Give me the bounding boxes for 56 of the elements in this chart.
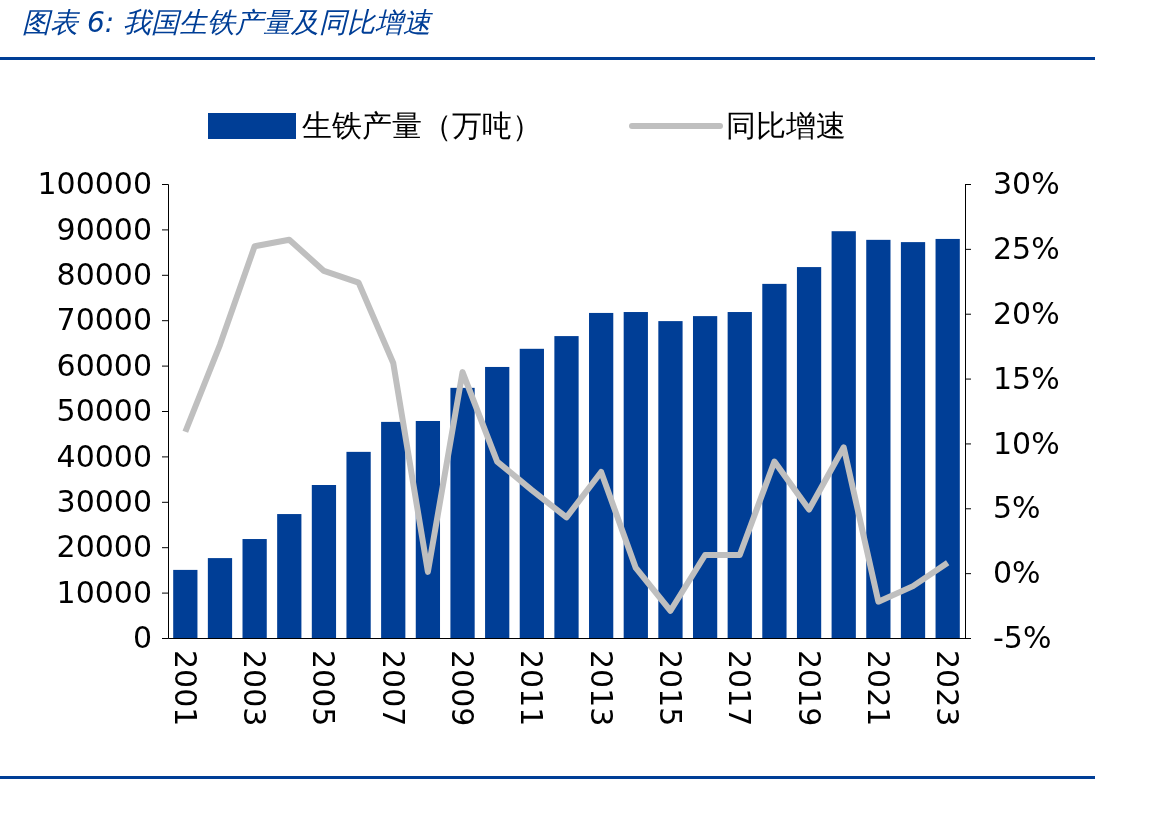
- y-tick-label: 70000: [56, 302, 152, 338]
- y-tick-label: 20000: [56, 529, 152, 565]
- x-tick-label: 2001: [167, 650, 203, 727]
- legend-label: 同比增速: [726, 108, 846, 143]
- bar: [866, 239, 891, 638]
- chart-title: 图表 6: 我国生铁产量及同比增速: [22, 6, 434, 39]
- x-tick-label: 2019: [791, 650, 827, 727]
- legend-label: 生铁产量（万吨）: [302, 108, 542, 143]
- bar: [935, 238, 960, 638]
- y-tick-label: 90000: [56, 211, 152, 247]
- x-tick-label: 2007: [375, 650, 411, 727]
- bar: [207, 558, 233, 638]
- y2-tick-label: 15%: [993, 360, 1060, 396]
- bar: [485, 366, 510, 638]
- x-tick-label: 2021: [860, 650, 896, 727]
- bar: [762, 283, 787, 638]
- bar: [554, 336, 579, 638]
- x-tick-label: 2009: [445, 650, 481, 727]
- y2-tick-label: 5%: [993, 490, 1041, 526]
- bar: [381, 421, 406, 638]
- x-tick-label: 2023: [930, 650, 966, 727]
- bar: [692, 316, 718, 638]
- y2-tick-label: 25%: [993, 230, 1060, 266]
- x-tick-label: 2013: [583, 650, 619, 727]
- y-tick-label: 100000: [37, 166, 152, 202]
- y-tick-label: 60000: [56, 347, 152, 383]
- y2-tick-label: 10%: [993, 425, 1060, 461]
- bar: [311, 485, 337, 638]
- bar: [727, 312, 752, 638]
- y2-tick-label: -5%: [993, 620, 1052, 656]
- bar: [589, 312, 614, 638]
- x-tick-label: 2017: [722, 650, 758, 727]
- bar: [277, 514, 302, 638]
- bar: [796, 267, 822, 638]
- y-tick-label: 40000: [56, 438, 152, 474]
- x-tick-label: 2015: [652, 650, 688, 727]
- bar: [242, 539, 267, 638]
- y-tick-label: 30000: [56, 483, 152, 519]
- x-tick-label: 2003: [237, 650, 273, 727]
- bar: [450, 387, 475, 638]
- y-tick-label: 80000: [56, 256, 152, 292]
- y-tick-label: 0: [132, 620, 152, 656]
- y2-tick-label: 20%: [993, 295, 1060, 331]
- bar: [658, 321, 683, 638]
- y-tick-label: 50000: [56, 393, 152, 429]
- bar: [519, 348, 544, 638]
- bar: [900, 242, 926, 638]
- y-tick-label: 10000: [56, 574, 152, 610]
- y2-tick-label: 0%: [993, 555, 1041, 591]
- bar: [623, 312, 648, 638]
- x-tick-label: 2005: [306, 650, 342, 727]
- x-tick-label: 2011: [514, 650, 550, 727]
- y2-tick-label: 30%: [993, 166, 1060, 202]
- bar: [346, 451, 371, 638]
- bar: [831, 231, 856, 638]
- bar: [173, 569, 198, 638]
